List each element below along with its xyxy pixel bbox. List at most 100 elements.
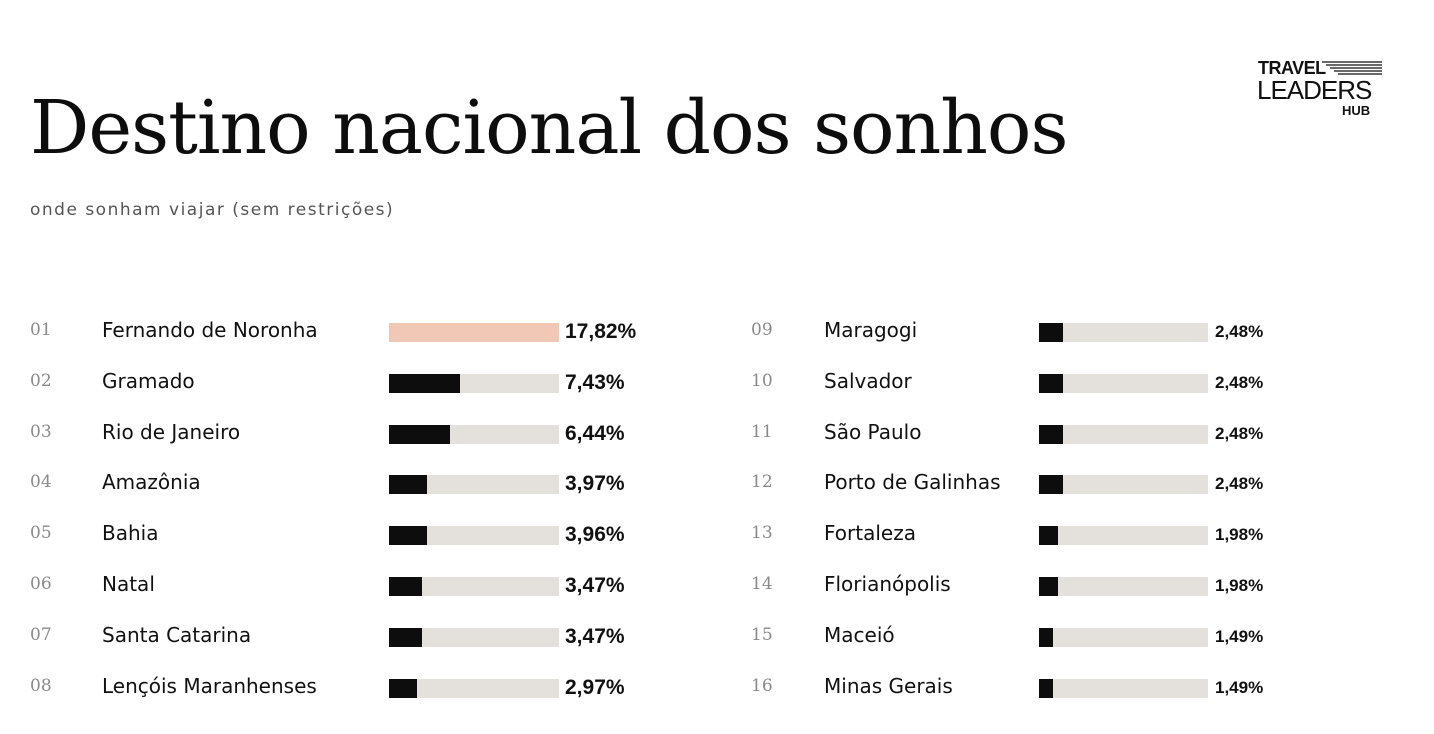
rank-number: 05	[30, 523, 52, 544]
rank-number: 10	[751, 370, 773, 391]
bar-track	[389, 627, 559, 647]
logo-line-1: TRAVEL	[1258, 58, 1326, 78]
logo-line-2: LEADERS	[1257, 75, 1372, 105]
bar-fill	[1039, 678, 1053, 698]
destination-label: Rio de Janeiro	[102, 419, 241, 444]
bar-track	[1039, 323, 1208, 342]
ranking-row: 03 Rio de Janeiro 6,44%	[30, 420, 670, 452]
bar-fill	[389, 373, 460, 393]
ranking-row: 14 Florianópolis 1,98%	[751, 572, 1311, 604]
value-label: 3,96%	[565, 523, 625, 547]
bar-fill	[389, 627, 422, 647]
bar-fill	[389, 424, 450, 444]
destination-label: Fernando de Noronha	[102, 318, 318, 342]
bar-fill	[389, 475, 427, 495]
bar-fill	[1039, 424, 1063, 444]
rank-number: 16	[751, 675, 773, 696]
bar-track	[389, 424, 559, 444]
bar-fill	[1039, 577, 1058, 596]
destination-label: São Paulo	[824, 419, 922, 444]
ranking-row: 09 Maragogi 2,48%	[751, 318, 1311, 350]
destination-label: Maceió	[824, 622, 895, 647]
destination-label: Bahia	[102, 521, 159, 546]
bar-track	[1039, 678, 1208, 698]
destination-label: Lençóis Maranhenses	[102, 673, 317, 698]
rank-number: 06	[30, 574, 52, 594]
bar-track	[1039, 627, 1208, 647]
value-label: 2,48%	[1215, 423, 1264, 443]
logo-speed-lines-icon	[1322, 61, 1382, 75]
bar-fill	[1039, 323, 1063, 342]
value-label: 3,47%	[565, 574, 625, 597]
ranking-row: 01 Fernando de Noronha 17,82%	[30, 318, 670, 350]
bar-fill	[389, 577, 422, 596]
ranking-row: 06 Natal 3,47%	[30, 572, 670, 604]
chart-subtitle: onde sonham viajar (sem restrições)	[30, 200, 395, 220]
ranking-row: 11 São Paulo 2,48%	[751, 420, 1311, 452]
rank-number: 11	[751, 421, 773, 442]
chart-title: Destino nacional dos sonhos	[30, 85, 1068, 171]
bar-track	[1039, 577, 1208, 596]
bar-fill	[1039, 475, 1063, 495]
ranking-row: 10 Salvador 2,48%	[751, 369, 1311, 401]
ranking-row: 04 Amazônia 3,97%	[30, 470, 670, 502]
destination-label: Gramado	[102, 368, 195, 393]
value-label: 1,49%	[1215, 677, 1264, 697]
ranking-row: 07 Santa Catarina 3,47%	[30, 623, 670, 655]
ranking-row: 02 Gramado 7,43%	[30, 369, 670, 401]
destination-label: Minas Gerais	[824, 673, 953, 698]
rank-number: 01	[30, 320, 52, 340]
bar-track	[1039, 373, 1208, 393]
rank-number: 09	[751, 320, 773, 340]
value-label: 2,48%	[1215, 474, 1264, 494]
value-label: 1,98%	[1215, 525, 1264, 545]
destination-label: Fortaleza	[824, 521, 916, 546]
value-label: 1,98%	[1215, 576, 1264, 595]
bar-fill	[389, 678, 417, 698]
bar-track	[389, 577, 559, 596]
destination-label: Amazônia	[102, 470, 201, 495]
bar-track	[1039, 526, 1208, 546]
logo-line-3: HUB	[1342, 103, 1371, 118]
bar-track	[389, 678, 559, 698]
ranking-row: 08 Lençóis Maranhenses 2,97%	[30, 674, 670, 706]
value-label: 17,82%	[565, 320, 637, 343]
bar-fill	[1039, 627, 1053, 647]
destination-label: Porto de Galinhas	[824, 470, 1001, 495]
ranking-row: 15 Maceió 1,49%	[751, 623, 1311, 655]
value-label: 2,48%	[1215, 372, 1264, 392]
bar-fill	[1039, 373, 1063, 393]
value-label: 2,48%	[1215, 322, 1264, 341]
value-label: 2,97%	[565, 675, 625, 699]
rank-number: 15	[751, 624, 773, 645]
ranking-row: 16 Minas Gerais 1,49%	[751, 674, 1311, 706]
rank-number: 03	[30, 421, 52, 442]
destination-label: Salvador	[824, 368, 912, 393]
rank-number: 13	[751, 523, 773, 544]
value-label: 3,97%	[565, 472, 625, 496]
bar-track	[389, 323, 559, 342]
rank-number: 02	[30, 370, 52, 391]
ranking-row: 13 Fortaleza 1,98%	[751, 521, 1311, 553]
value-label: 1,49%	[1215, 626, 1264, 646]
destination-label: Natal	[102, 572, 155, 596]
rank-number: 14	[751, 574, 773, 594]
bar-fill	[389, 526, 427, 546]
bar-track	[389, 526, 559, 546]
travel-leaders-hub-logo: TRAVEL LEADERS HUB	[1256, 58, 1386, 122]
destination-label: Maragogi	[824, 318, 918, 342]
value-label: 3,47%	[565, 624, 625, 648]
bar-track	[389, 475, 559, 495]
ranking-row: 05 Bahia 3,96%	[30, 521, 670, 553]
bar-fill	[389, 323, 559, 342]
bar-track	[1039, 475, 1208, 495]
rank-number: 07	[30, 624, 52, 645]
value-label: 6,44%	[565, 421, 625, 445]
ranking-row: 12 Porto de Galinhas 2,48%	[751, 470, 1311, 502]
bar-track	[1039, 424, 1208, 444]
value-label: 7,43%	[565, 370, 625, 394]
rank-number: 08	[30, 675, 52, 696]
destination-label: Florianópolis	[824, 572, 951, 596]
rank-number: 04	[30, 472, 52, 493]
bar-fill	[1039, 526, 1058, 546]
